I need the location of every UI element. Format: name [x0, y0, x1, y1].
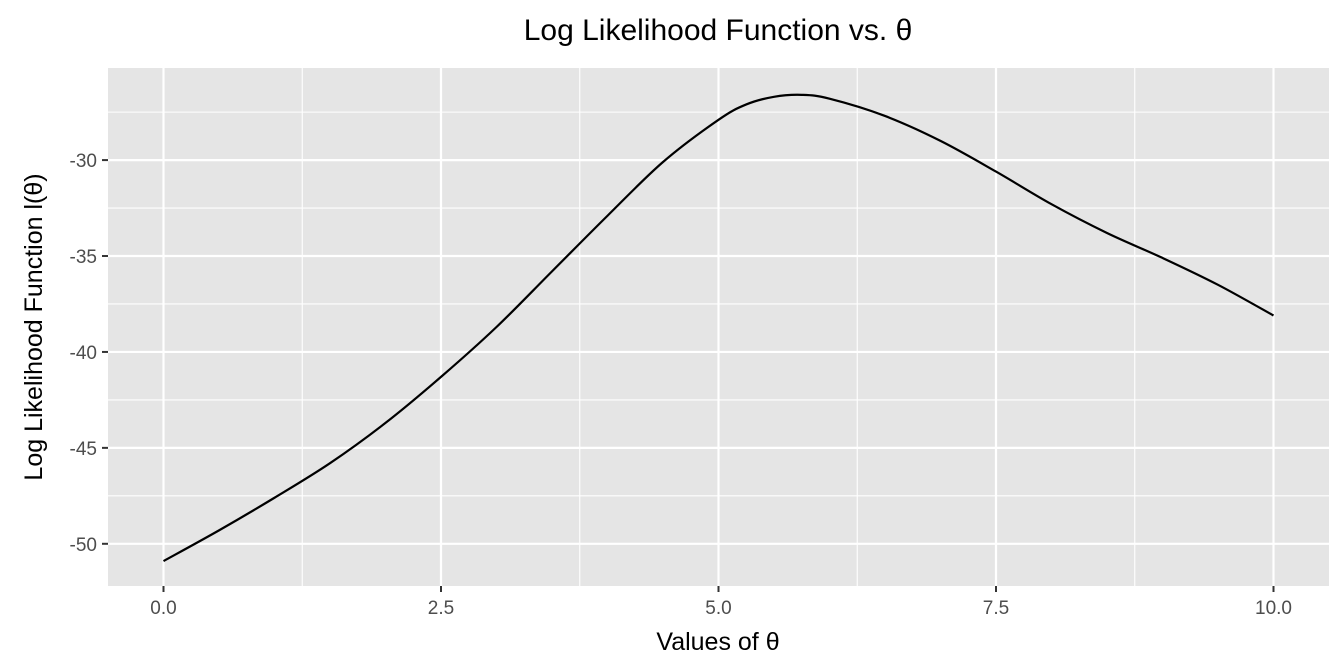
- x-axis-title: Values of θ: [656, 628, 779, 656]
- x-tick-label: 0.0: [150, 598, 176, 619]
- x-tick-label: 10.0: [1255, 598, 1292, 619]
- log-likelihood-curve: [162, 93, 1275, 563]
- y-tick-label: -40: [70, 343, 97, 364]
- major-gridlines: [108, 68, 1329, 586]
- y-tick-label: -45: [70, 439, 97, 460]
- x-tick-label: 2.5: [428, 598, 454, 619]
- y-tick-label: -30: [70, 151, 97, 172]
- y-tick-label: -50: [70, 535, 97, 556]
- x-tick-label: 7.5: [983, 598, 1009, 619]
- x-tick-label: 5.0: [705, 598, 731, 619]
- y-axis-ticks: -50 -45 -40 -35 -30: [70, 151, 108, 556]
- y-axis-title: Log Likelihood Function l(θ): [20, 173, 48, 480]
- chart-title: Log Likelihood Function vs. θ: [524, 14, 913, 47]
- y-tick-label: -35: [70, 247, 97, 268]
- x-axis-ticks: 0.0 2.5 5.0 7.5 10.0: [150, 586, 1292, 619]
